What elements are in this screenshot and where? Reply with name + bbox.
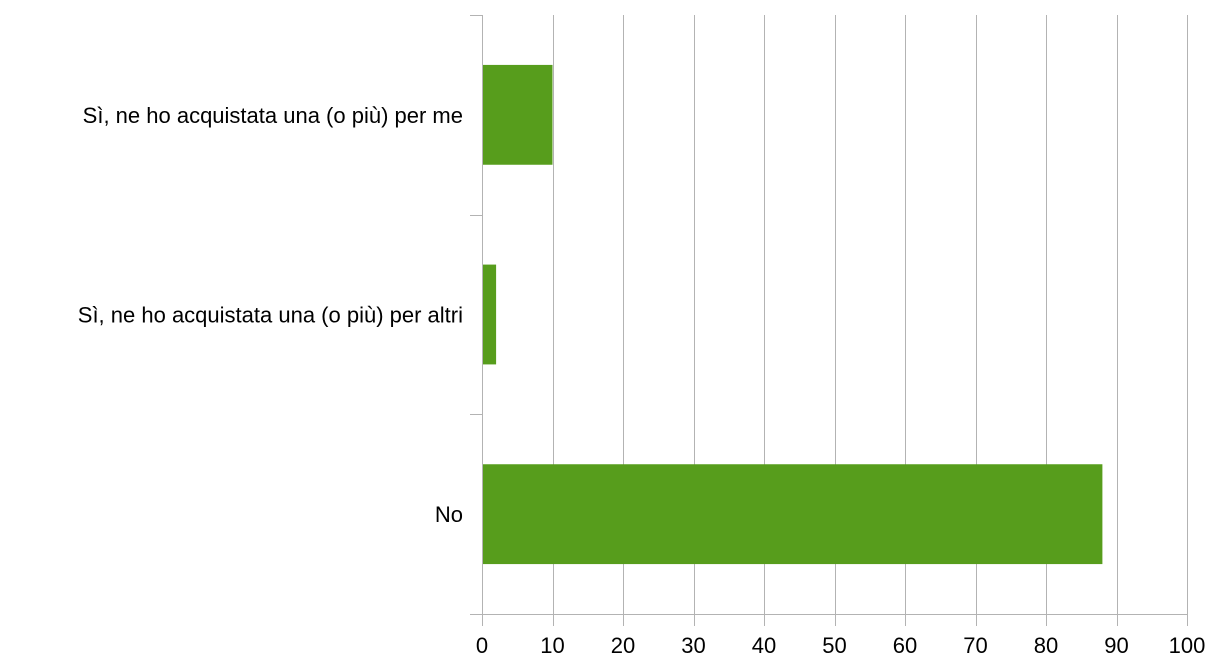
x-tick-label: 0 [476,633,488,658]
x-tick-labels: 0 10 20 30 40 50 60 70 80 90 100 [476,633,1205,658]
x-tick-label: 20 [611,633,635,658]
bar-1 [482,64,553,165]
x-tick-label: 80 [1034,633,1058,658]
gridlines [482,15,1188,614]
x-tick-label: 50 [822,633,846,658]
bar-2 [482,264,497,365]
x-tick-label: 90 [1104,633,1128,658]
x-tick-label: 30 [681,633,705,658]
bar-3 [482,464,1103,565]
x-tick-label: 100 [1169,633,1206,658]
x-tick-label: 10 [540,633,564,658]
axes [470,15,1188,626]
x-tick-label: 60 [893,633,917,658]
category-label: Sì, ne ho acquistata una (o più) per alt… [78,303,463,328]
bars [482,64,1103,565]
category-label: Sì, ne ho acquistata una (o più) per me [83,103,463,128]
x-tick-label: 70 [963,633,987,658]
x-tick-label: 40 [752,633,776,658]
category-labels: Sì, ne ho acquistata una (o più) per me S… [78,103,463,527]
category-label: No [435,502,463,527]
